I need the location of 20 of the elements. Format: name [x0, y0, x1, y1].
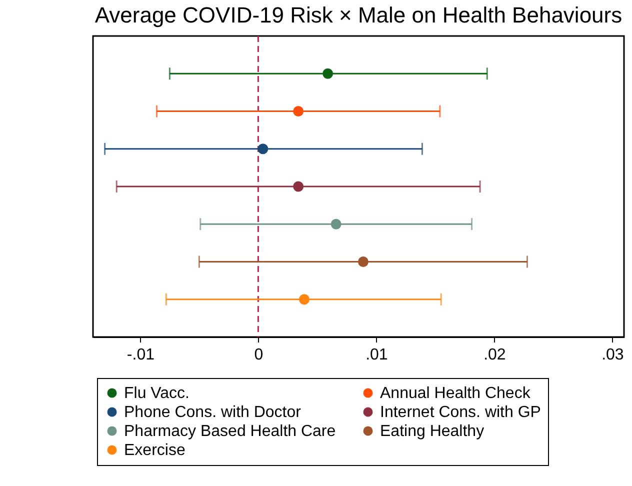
point: [358, 256, 368, 267]
x-tick-label: .02: [484, 346, 506, 364]
point: [258, 144, 268, 154]
point: [322, 68, 334, 79]
legend-label: Phone Cons. with Doctor: [124, 404, 302, 421]
x-tick-label: .01: [366, 346, 388, 364]
legend-label: Exercise: [124, 442, 186, 459]
x-tick-label: 0: [254, 346, 264, 364]
x-tick-label: .03: [602, 346, 624, 364]
legend-label: Pharmacy Based Health Care: [124, 423, 336, 440]
legend-label: Flu Vacc.: [124, 385, 190, 402]
point: [293, 106, 304, 116]
point: [298, 294, 310, 305]
legend-label: Internet Cons. with GP: [380, 404, 541, 421]
x-tick-label: -.01: [126, 346, 155, 364]
legend-label: Annual Health Check: [380, 385, 532, 402]
point: [330, 218, 342, 230]
point: [293, 181, 304, 192]
chart-title: Average COVID-19 Risk × Male on Health Behaviours: [94, 2, 622, 28]
legend-label: Eating Healthy: [380, 423, 484, 440]
